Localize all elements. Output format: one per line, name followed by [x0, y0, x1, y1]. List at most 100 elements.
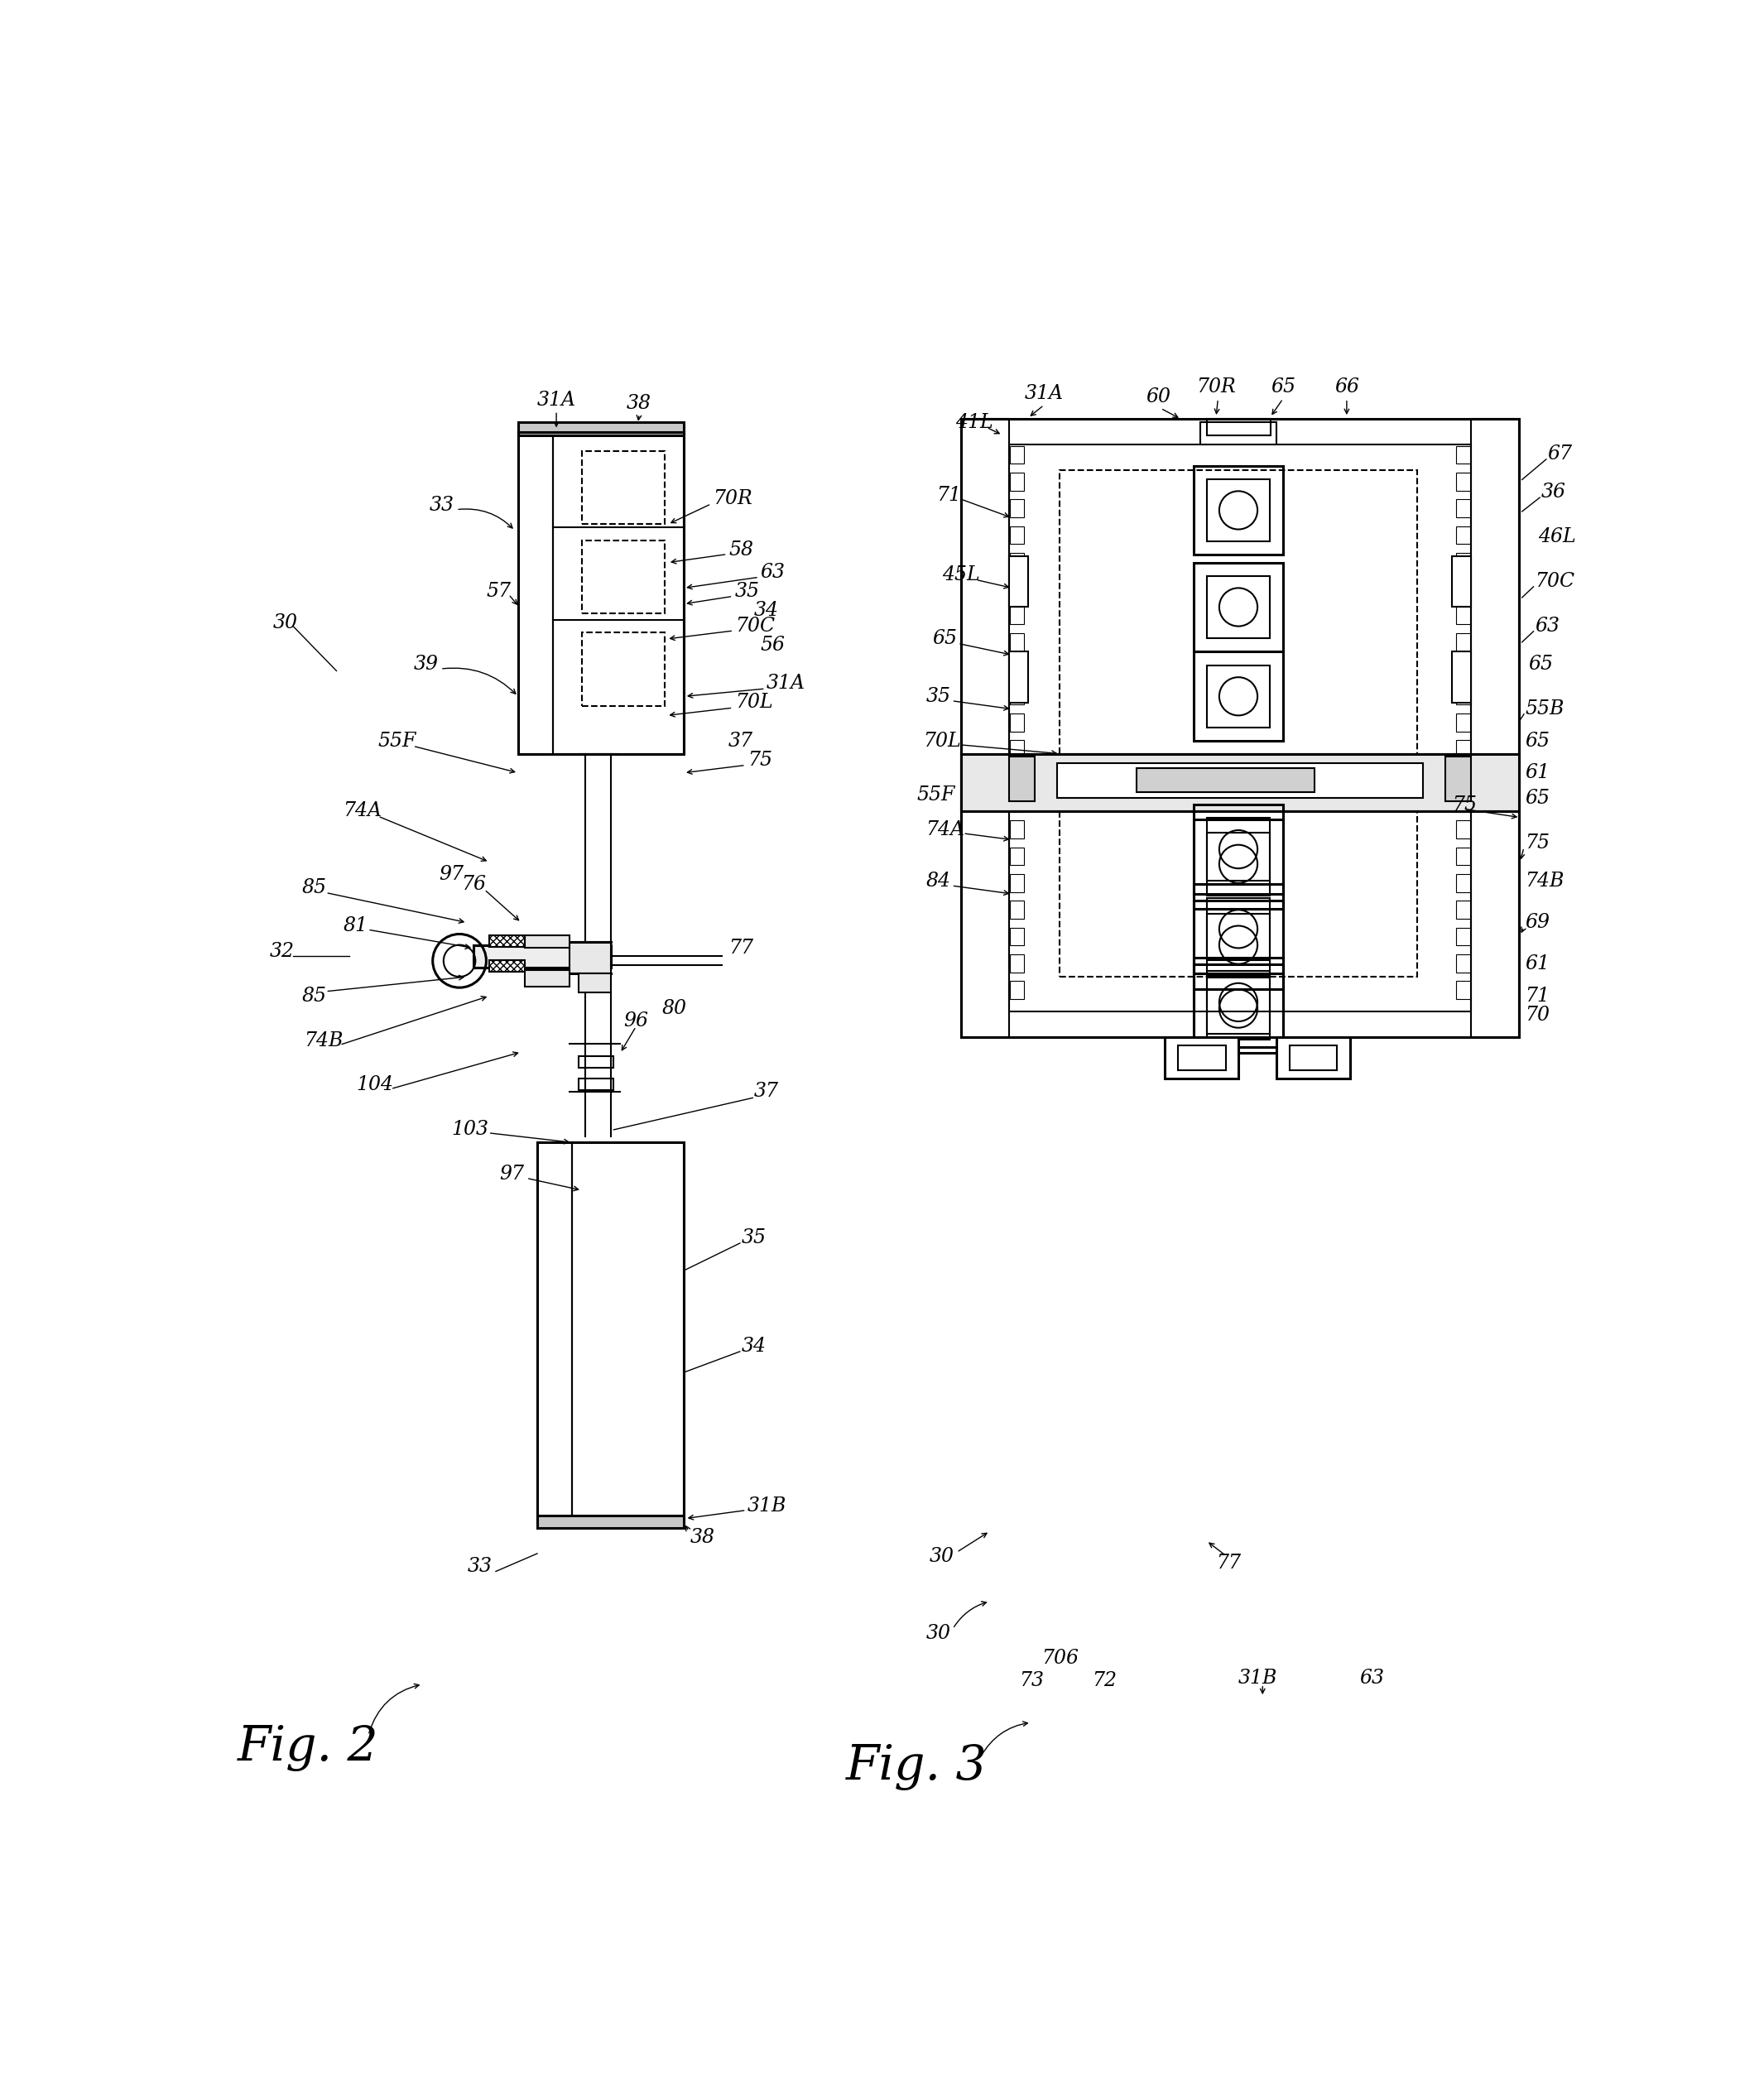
Bar [579, 974, 610, 992]
Text: 58: 58 [729, 540, 753, 559]
Text: 61: 61 [1526, 763, 1551, 782]
Bar [1455, 955, 1469, 972]
Text: Fig. 2: Fig. 2 [236, 1724, 379, 1772]
Text: 32: 32 [270, 942, 295, 961]
Text: 75: 75 [1452, 794, 1476, 815]
Bar [1178, 1045, 1226, 1070]
Text: 70: 70 [1526, 1005, 1551, 1024]
Bar [1164, 1038, 1238, 1078]
Text: 31B: 31B [748, 1497, 787, 1516]
Text: 45L: 45L [942, 565, 981, 584]
Bar [1011, 767, 1025, 784]
Text: 63: 63 [1535, 617, 1559, 636]
Text: 65: 65 [1526, 788, 1551, 807]
Bar [1011, 500, 1025, 517]
Bar [1011, 955, 1025, 972]
Text: 71: 71 [1526, 986, 1551, 1005]
Bar [1011, 686, 1025, 705]
Bar [1455, 525, 1469, 544]
Text: 63: 63 [1360, 1668, 1385, 1687]
Bar [579, 1078, 614, 1090]
Text: 55B: 55B [1526, 701, 1565, 719]
Bar [1207, 817, 1270, 880]
Text: 706: 706 [1041, 1649, 1078, 1668]
Bar [1455, 661, 1469, 678]
Text: 30: 30 [273, 613, 298, 632]
Bar [582, 632, 665, 707]
Text: 103: 103 [452, 1120, 489, 1138]
Bar [1194, 957, 1282, 1047]
Bar [1194, 819, 1282, 909]
Text: 76: 76 [460, 876, 485, 894]
Text: 69: 69 [1526, 913, 1551, 932]
Bar [1011, 607, 1025, 623]
Bar [961, 753, 1519, 811]
Text: 74A: 74A [342, 801, 381, 821]
Bar [1455, 607, 1469, 623]
Text: 38: 38 [626, 394, 651, 413]
Bar [1011, 446, 1025, 463]
Text: 31A: 31A [536, 390, 575, 409]
Text: 34: 34 [741, 1336, 766, 1355]
Text: 34: 34 [753, 600, 778, 619]
Text: 97: 97 [499, 1166, 524, 1184]
Bar [1455, 446, 1469, 463]
Bar [524, 970, 570, 986]
Text: 81: 81 [344, 915, 369, 936]
Bar [1060, 469, 1416, 976]
Bar [1200, 423, 1277, 444]
Bar [1009, 757, 1034, 801]
Bar [1207, 575, 1270, 638]
Bar [1011, 740, 1025, 759]
Bar [1194, 653, 1282, 740]
Text: 60: 60 [1147, 388, 1171, 407]
Text: 85: 85 [302, 986, 326, 1005]
Text: 55F: 55F [377, 732, 416, 751]
Bar [1455, 847, 1469, 865]
Text: 30: 30 [926, 1624, 951, 1643]
Bar [1011, 525, 1025, 544]
Text: 36: 36 [1542, 484, 1566, 502]
Text: 35: 35 [736, 582, 760, 600]
Bar [1011, 794, 1025, 811]
Bar [1455, 500, 1469, 517]
Text: Fig. 3: Fig. 3 [847, 1743, 988, 1791]
Bar [579, 1057, 614, 1068]
Text: 85: 85 [302, 878, 326, 897]
Text: 73: 73 [1020, 1672, 1044, 1691]
Bar [1011, 580, 1025, 598]
Bar [1009, 557, 1028, 607]
Text: 66: 66 [1334, 377, 1358, 396]
Bar [1011, 713, 1025, 732]
Bar [1455, 473, 1469, 490]
Text: 65: 65 [1528, 655, 1554, 673]
Bar [1011, 661, 1025, 678]
Bar [1057, 763, 1424, 799]
Bar [1452, 557, 1471, 607]
Bar [961, 419, 1009, 1038]
Text: 97: 97 [439, 865, 464, 884]
Bar [1455, 553, 1469, 571]
Text: 70C: 70C [1535, 571, 1575, 592]
Text: 77: 77 [729, 938, 753, 957]
Bar [582, 450, 665, 523]
Bar [1455, 580, 1469, 598]
Bar [1011, 473, 1025, 490]
Bar [1207, 832, 1270, 894]
Bar [473, 945, 610, 967]
Text: 75: 75 [748, 751, 773, 769]
Bar [1455, 982, 1469, 999]
Text: 65: 65 [1526, 732, 1551, 751]
Text: 84: 84 [926, 872, 951, 890]
Bar [1011, 901, 1025, 919]
Bar [489, 936, 524, 947]
Bar [519, 432, 684, 753]
Bar [582, 540, 665, 613]
Text: 38: 38 [690, 1528, 714, 1547]
Bar [1289, 1045, 1337, 1070]
Text: 96: 96 [624, 1011, 649, 1030]
Bar [570, 942, 610, 974]
Text: 104: 104 [356, 1076, 393, 1095]
Text: 80: 80 [662, 999, 686, 1017]
Bar [1194, 901, 1282, 990]
